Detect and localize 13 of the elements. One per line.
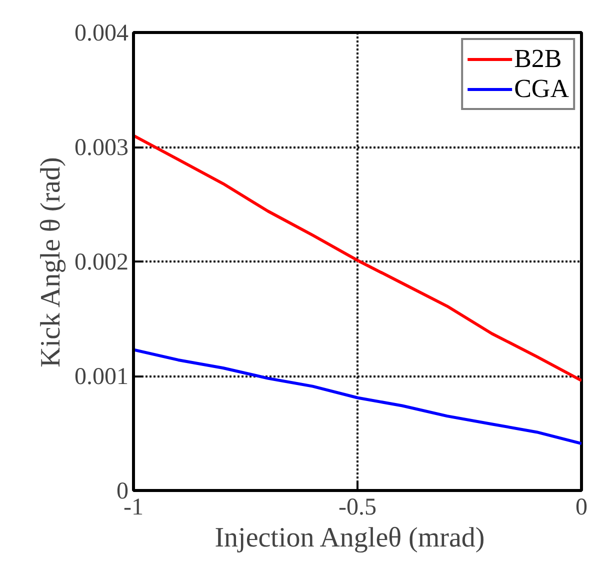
y-tick-label: 0 bbox=[116, 478, 128, 504]
x-tick-label: -0.5 bbox=[338, 494, 377, 520]
y-tick-label: 0.002 bbox=[74, 250, 128, 276]
x-tick-label: 0 bbox=[576, 494, 588, 520]
y-tick-label: 0.003 bbox=[74, 135, 128, 161]
line-series bbox=[134, 348, 582, 446]
y-tick-label: 0.004 bbox=[74, 20, 128, 46]
legend-label: CGA bbox=[514, 74, 569, 104]
x-axis-title: Injection Angleθ (mrad) bbox=[214, 522, 485, 554]
y-tick-label: 0.001 bbox=[74, 364, 128, 390]
y-axis-title: Kick Angle θ (rad) bbox=[36, 157, 66, 368]
line-series bbox=[134, 134, 582, 382]
legend-label: B2B bbox=[514, 44, 562, 74]
